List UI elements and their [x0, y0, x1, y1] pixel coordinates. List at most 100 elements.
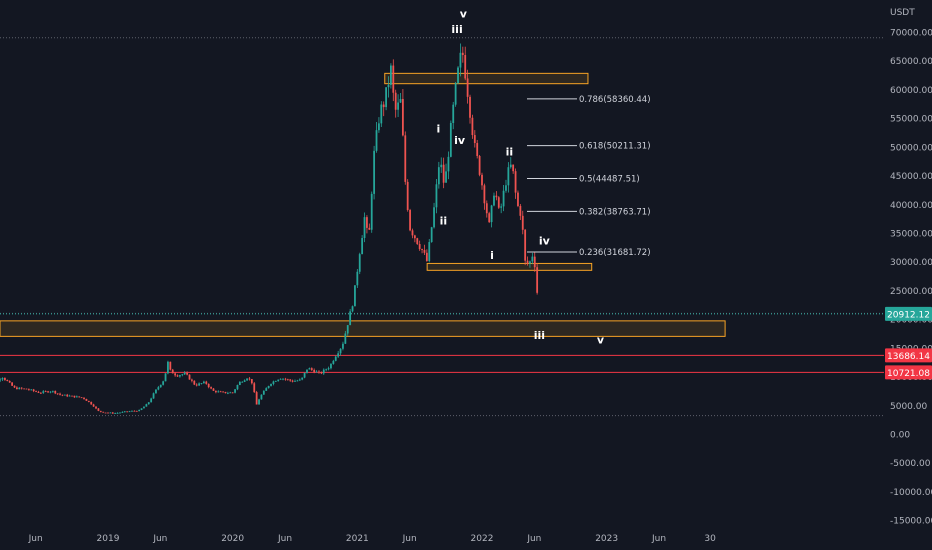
candle-body	[449, 123, 452, 157]
candle-body	[425, 252, 428, 262]
candle-body	[262, 390, 265, 395]
candle-body	[231, 392, 234, 394]
candle-body	[334, 356, 337, 361]
candle-body	[327, 368, 330, 370]
time-tick-label: Jun	[526, 534, 541, 544]
wave-label: iv	[539, 234, 551, 247]
candle-body	[279, 378, 282, 380]
candle-body	[248, 378, 251, 380]
price-tick-label: -10000.00	[890, 488, 932, 498]
candle-body	[54, 390, 57, 394]
price-badges: 20912.12 13686.14 10721.08	[885, 306, 932, 380]
candle-body	[296, 380, 299, 382]
candle-body	[128, 411, 131, 413]
wave-label: v	[460, 8, 468, 21]
candle-body	[35, 391, 37, 392]
price-tick-label: 30000.00	[890, 258, 932, 268]
candle-body	[27, 389, 30, 391]
candle-body	[471, 117, 474, 136]
candle-body	[378, 123, 380, 131]
candle-body	[349, 311, 352, 326]
candle-body	[126, 411, 129, 413]
candle-body	[306, 369, 308, 373]
candle-body	[85, 398, 88, 401]
candle-body	[294, 380, 296, 382]
candle-body	[59, 393, 61, 395]
candle-body	[68, 395, 71, 397]
candle-body	[500, 206, 503, 208]
candle-body	[423, 249, 426, 253]
candle-body	[437, 167, 440, 185]
candle-body	[157, 387, 160, 390]
candle-body	[253, 383, 256, 393]
time-tick-label: Jun	[277, 534, 292, 544]
candle-body	[493, 195, 495, 206]
candle-body	[191, 379, 193, 381]
price-axis[interactable]: USDT 70000.00 65000.00 60000.00 55000.00 500…	[890, 8, 932, 527]
candle-body	[152, 393, 155, 399]
candle-body	[531, 256, 534, 262]
candle-body	[0, 379, 2, 381]
candle-body	[95, 406, 97, 409]
candle-body	[159, 384, 162, 388]
candle-body	[392, 65, 395, 93]
price-badge	[885, 306, 932, 321]
candle-body	[406, 181, 409, 210]
candle-body	[198, 383, 201, 386]
candle-body	[56, 393, 59, 395]
candle-body	[320, 371, 323, 374]
candle-body	[363, 217, 366, 238]
candle-body	[356, 271, 359, 286]
candle-body	[286, 379, 289, 381]
candle-body	[274, 381, 277, 382]
candle-body	[99, 410, 102, 412]
candle-body	[138, 409, 141, 412]
candle-body	[469, 96, 471, 118]
price-tick-label: 45000.00	[890, 172, 932, 182]
price-tick-label: 60000.00	[890, 86, 932, 96]
candle-body	[387, 84, 390, 88]
candle-body	[399, 99, 402, 103]
candle-body	[512, 164, 515, 172]
candle-body	[4, 377, 6, 380]
price-tick-label: 35000.00	[890, 230, 932, 240]
candle-body	[421, 249, 423, 250]
candle-body	[131, 410, 133, 412]
candle-body	[272, 381, 275, 384]
candle-body	[354, 285, 356, 307]
candle-body	[318, 371, 320, 373]
candle-body	[30, 389, 33, 391]
candle-body	[337, 353, 340, 357]
candle-body	[219, 391, 222, 393]
candle-body	[509, 164, 512, 168]
candle-body	[389, 65, 392, 85]
candle-body	[440, 164, 443, 168]
candle-body	[457, 67, 459, 84]
candle-body	[188, 374, 191, 380]
candle-body	[270, 383, 272, 386]
price-badge	[885, 348, 932, 363]
candle-body	[404, 135, 407, 182]
candle-body	[303, 372, 306, 378]
candle-body	[8, 381, 11, 383]
candle-body	[366, 217, 368, 228]
candle-body	[385, 87, 388, 108]
candle-body	[502, 190, 505, 207]
candle-body	[238, 381, 241, 385]
time-tick-label: Jun	[152, 534, 167, 544]
candle-body	[298, 379, 301, 381]
candle-body	[181, 374, 184, 376]
candle-body	[200, 383, 203, 384]
time-axis[interactable]: Jun 2019 Jun 2020 Jun 2021 Jun 2022 Jun 2023 Jun 30	[28, 534, 716, 544]
candle-body	[32, 389, 35, 392]
candle-body	[529, 261, 531, 264]
candle-body	[23, 388, 25, 390]
price-zones	[0, 72, 726, 337]
candle-body	[42, 391, 45, 393]
candle-body	[234, 389, 236, 393]
candle-body	[109, 412, 112, 414]
fib-level-label: 0.618(50211.31)	[579, 142, 651, 152]
time-tick-label: 30	[704, 534, 716, 544]
price-badge-label: 13686.14	[887, 352, 930, 362]
